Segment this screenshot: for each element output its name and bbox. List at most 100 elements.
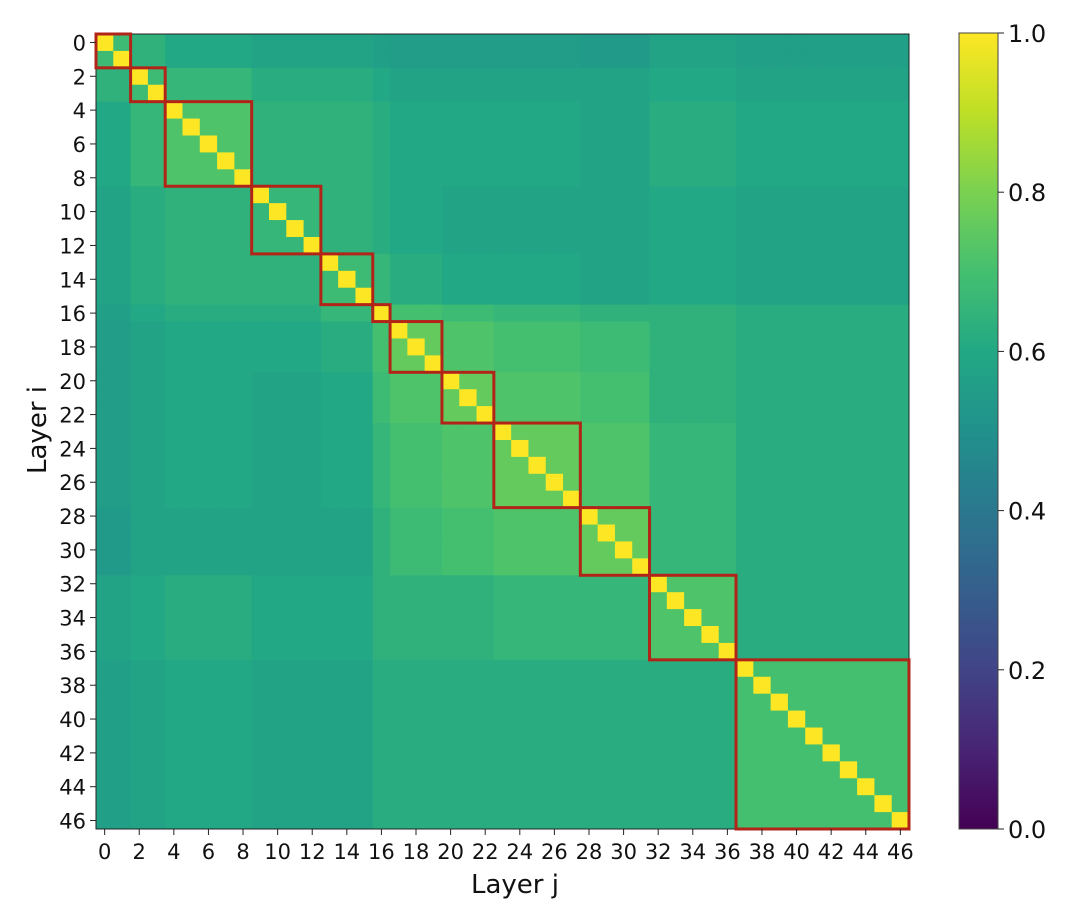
heatmap-cell: [753, 795, 772, 813]
heatmap-cell: [874, 541, 893, 559]
heatmap-cell: [753, 118, 772, 136]
heatmap-cell: [251, 558, 270, 576]
heatmap-cell: [787, 473, 806, 492]
heatmap-cell: [320, 270, 339, 289]
heatmap-cell: [874, 236, 893, 255]
heatmap-cell: [338, 338, 356, 356]
heatmap-cell: [718, 355, 737, 373]
heatmap-cell: [545, 727, 564, 745]
heatmap-cell: [182, 541, 201, 559]
heatmap-cell: [182, 304, 201, 323]
heatmap-cell: [459, 220, 478, 238]
heatmap-cell: [701, 253, 720, 272]
heatmap-cell: [891, 575, 910, 593]
heatmap-cell: [736, 287, 754, 306]
heatmap-cell: [390, 609, 408, 627]
heatmap-cell: [165, 507, 183, 526]
x-tick-label: 32: [645, 840, 672, 864]
heatmap-cell: [459, 406, 478, 424]
heatmap-cell: [718, 473, 737, 492]
heatmap-cell: [459, 507, 478, 526]
heatmap-cell: [787, 812, 806, 830]
heatmap-cell: [753, 321, 772, 339]
y-tick-label: 8: [73, 167, 86, 191]
heatmap-cell: [234, 626, 253, 644]
heatmap-cell: [666, 321, 685, 339]
heatmap-cell: [891, 355, 910, 373]
heatmap-cell: [563, 609, 581, 627]
heatmap-cell: [805, 101, 824, 120]
heatmap-cell: [632, 321, 651, 339]
heatmap-cell: [390, 118, 408, 136]
heatmap-cell: [753, 507, 772, 526]
heatmap-cell: [130, 507, 149, 526]
heatmap-cell: [822, 524, 841, 542]
heatmap-cell: [390, 304, 408, 323]
heatmap-cell: [736, 659, 754, 678]
heatmap-cell: [338, 321, 356, 339]
heatmap-cell: [805, 236, 824, 255]
heatmap-cell: [286, 795, 305, 813]
heatmap-cell: [130, 727, 149, 745]
heatmap-cell: [199, 203, 218, 221]
heatmap-cell: [718, 507, 737, 526]
heatmap-cell: [390, 270, 408, 289]
heatmap-cell: [528, 541, 547, 559]
heatmap-cell: [805, 135, 824, 153]
heatmap-cell: [736, 423, 754, 441]
heatmap-cell: [891, 84, 910, 103]
heatmap-cell: [528, 406, 547, 424]
heatmap-cell: [407, 321, 426, 339]
heatmap-cell: [441, 135, 460, 153]
heatmap-cell: [407, 135, 426, 153]
heatmap-cell: [476, 507, 495, 526]
heatmap-cell: [770, 372, 789, 390]
heatmap-cell: [217, 186, 235, 204]
heatmap-cell: [407, 389, 426, 407]
heatmap-cell: [251, 169, 270, 187]
heatmap-cell: [649, 270, 668, 289]
heatmap-cell: [770, 135, 789, 153]
heatmap-cell: [701, 287, 720, 306]
heatmap-cell: [113, 659, 132, 678]
heatmap-cell: [355, 676, 374, 695]
heatmap-cell: [96, 439, 114, 458]
heatmap-cell: [666, 270, 685, 289]
heatmap-cell: [857, 389, 875, 407]
heatmap-cell: [511, 236, 529, 255]
x-tick-label: 42: [818, 840, 845, 864]
heatmap-cell: [251, 220, 270, 238]
heatmap-cell: [165, 693, 183, 712]
heatmap-cell: [701, 236, 720, 255]
heatmap-cell: [251, 50, 270, 69]
heatmap-cell: [165, 101, 183, 120]
heatmap-cell: [96, 761, 114, 779]
heatmap-cell: [165, 524, 183, 542]
heatmap-cell: [113, 423, 132, 441]
heatmap-cell: [96, 338, 114, 356]
heatmap-cell: [718, 423, 737, 441]
heatmap-cell: [545, 626, 564, 644]
heatmap-cell: [182, 34, 201, 52]
heatmap-cell: [268, 355, 287, 373]
heatmap-cell: [372, 727, 391, 745]
heatmap-cell: [891, 778, 910, 796]
heatmap-cell: [234, 203, 253, 221]
heatmap-cell: [874, 220, 893, 238]
heatmap-cell: [493, 34, 512, 52]
heatmap-cell: [96, 778, 114, 796]
heatmap-cell: [632, 423, 651, 441]
heatmap-cell: [182, 84, 201, 103]
heatmap-cell: [563, 304, 581, 323]
heatmap-cell: [441, 338, 460, 356]
heatmap-cell: [822, 575, 841, 593]
heatmap-cell: [528, 389, 547, 407]
y-tick-label: 38: [59, 674, 86, 698]
heatmap-cell: [251, 304, 270, 323]
heatmap-cell: [857, 84, 875, 103]
block-highlight-box: [163, 100, 254, 188]
heatmap-cell: [891, 406, 910, 424]
heatmap-cell: [770, 101, 789, 120]
heatmap-cell: [632, 50, 651, 69]
heatmap-cell: [182, 220, 201, 238]
